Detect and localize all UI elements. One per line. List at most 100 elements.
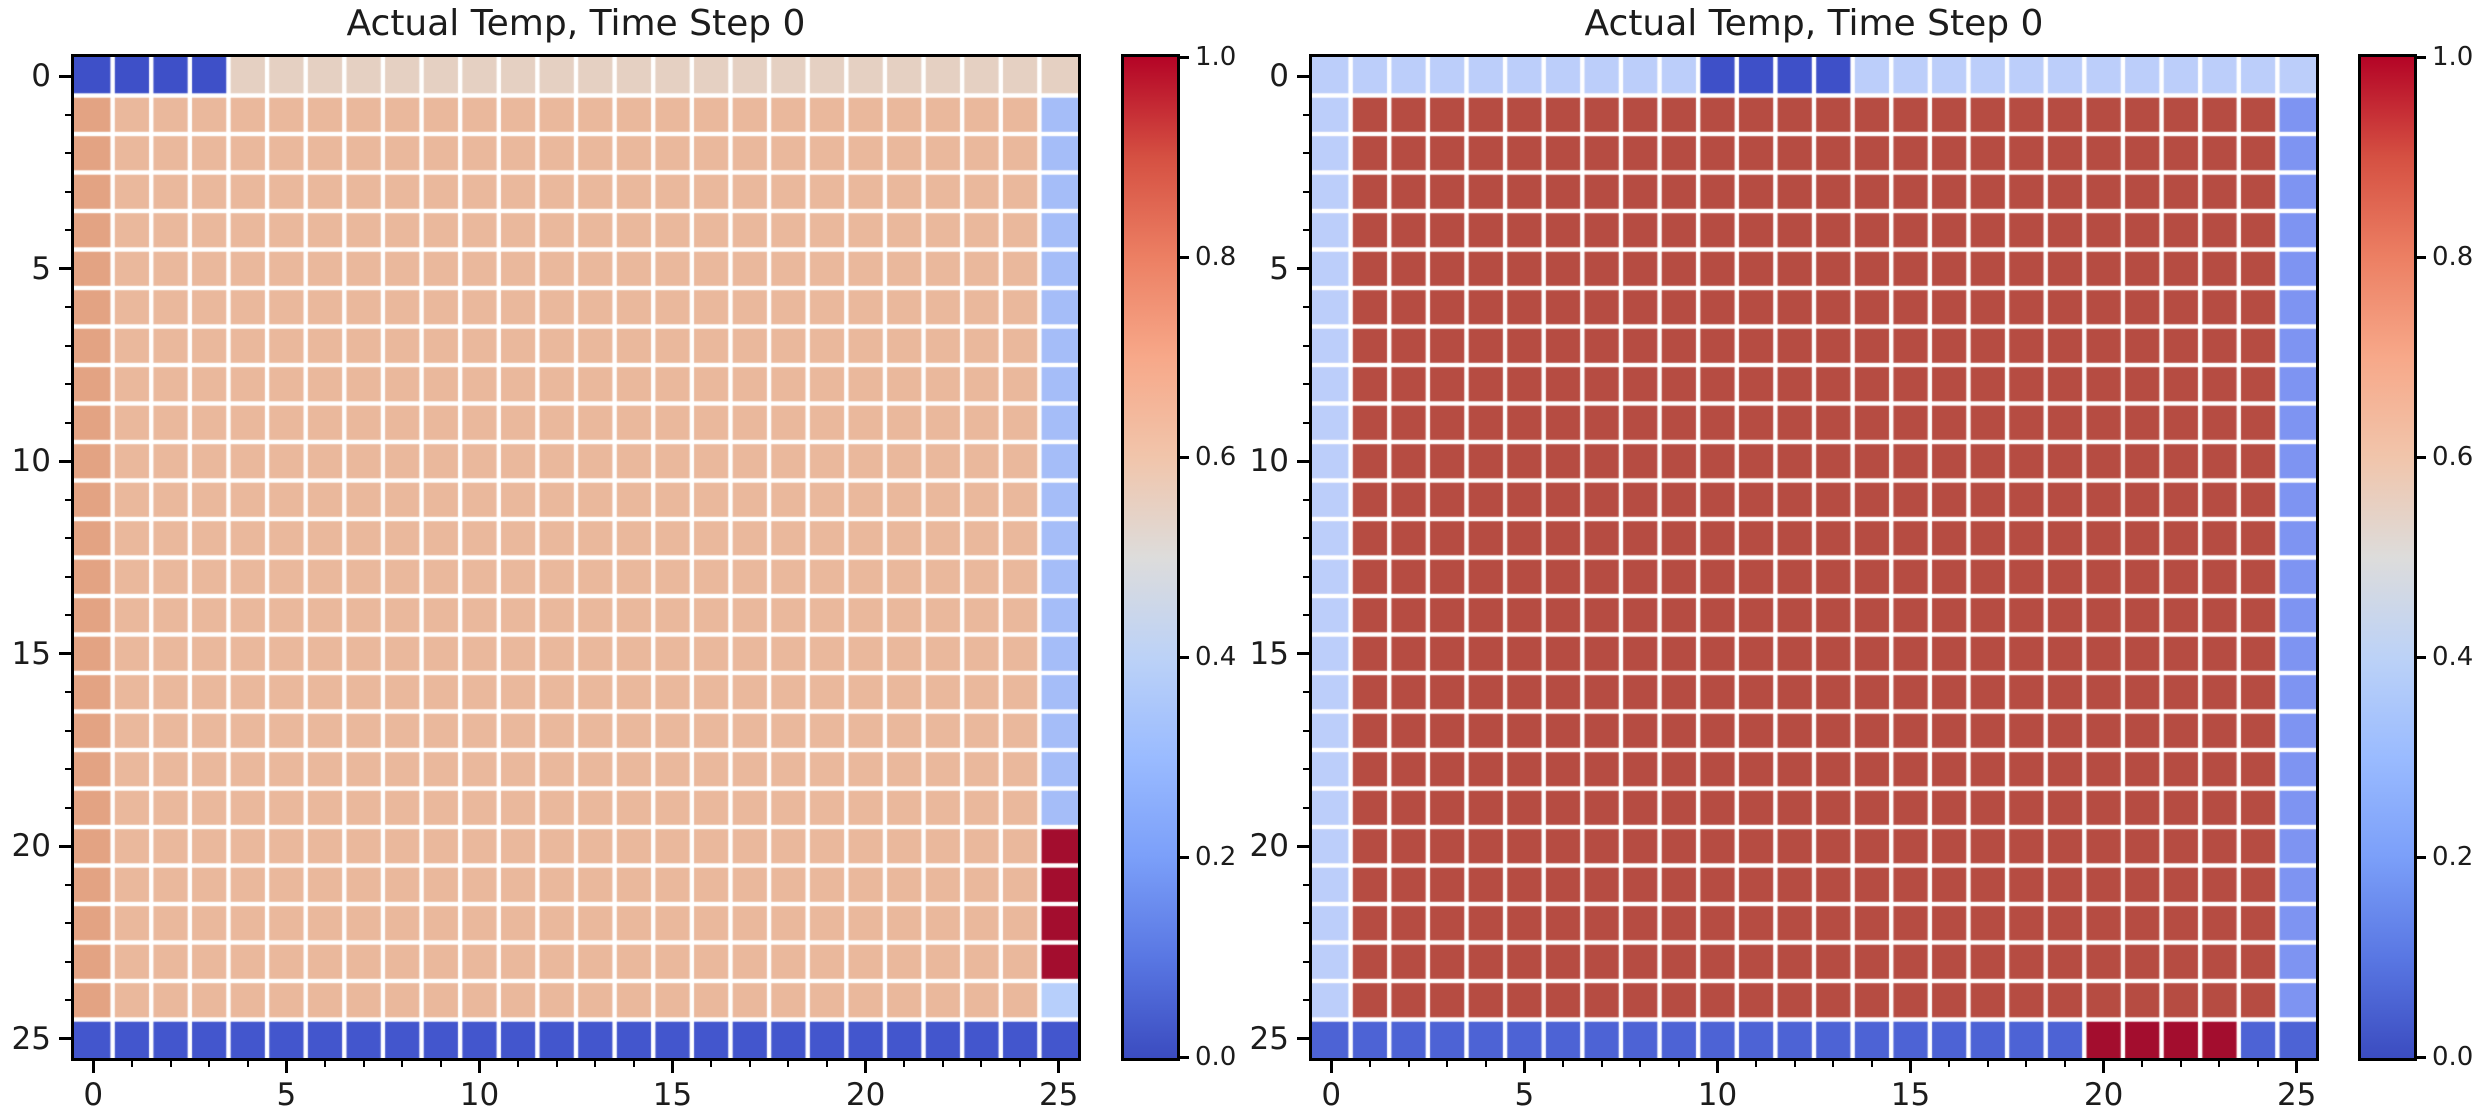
- y-tick-label: 15: [11, 635, 51, 672]
- y-tick-mark: [59, 267, 71, 271]
- y-minor-tick-mark: [65, 960, 71, 963]
- x-minor-tick-mark: [1986, 1061, 1989, 1067]
- y-minor-tick-mark: [1303, 498, 1309, 501]
- colorbar-tick-label: 0.6: [2432, 442, 2474, 472]
- y-tick-mark: [59, 459, 71, 463]
- x-minor-tick-mark: [1446, 1061, 1449, 1067]
- x-tick-label: 0: [1321, 1077, 1342, 1113]
- y-minor-tick-mark: [65, 691, 71, 694]
- y-minor-tick-mark: [1303, 999, 1309, 1002]
- y-tick-label: 0: [1269, 58, 1289, 95]
- x-tick-mark: [1909, 1061, 1913, 1073]
- y-minor-tick-mark: [65, 806, 71, 809]
- y-minor-tick-mark: [65, 190, 71, 193]
- x-tick-label: 25: [2276, 1077, 2317, 1113]
- x-minor-tick-mark: [1639, 1061, 1642, 1067]
- colorbar-tick-mark: [2414, 655, 2426, 659]
- x-minor-tick-mark: [1870, 1061, 1873, 1067]
- y-tick-label: 10: [1249, 443, 1289, 480]
- x-minor-tick-mark: [748, 1061, 751, 1067]
- x-tick-mark: [284, 1061, 288, 1073]
- plot-title-right: Actual Temp, Time Step 0: [1584, 3, 2044, 44]
- y-tick-mark: [59, 1037, 71, 1041]
- y-minor-tick-mark: [1303, 691, 1309, 694]
- y-minor-tick-mark: [1303, 383, 1309, 386]
- x-tick-mark: [671, 1061, 675, 1073]
- x-tick-label: 10: [459, 1077, 500, 1113]
- colorbar-tick-mark: [2414, 55, 2426, 59]
- y-tick-label: 10: [11, 443, 51, 480]
- x-tick-label: 25: [1038, 1077, 1079, 1113]
- y-minor-tick-mark: [1303, 883, 1309, 886]
- x-tick-mark: [1057, 1061, 1061, 1073]
- colorbar-tick-label: 1.0: [2432, 42, 2474, 72]
- x-minor-tick-mark: [1600, 1061, 1603, 1067]
- x-minor-tick-mark: [2179, 1061, 2182, 1067]
- x-tick-mark: [1522, 1061, 1526, 1073]
- heatmap-cells-right: [1312, 57, 2316, 1058]
- y-tick-label: 20: [1249, 828, 1289, 865]
- colorbar-tick-label: 0.6: [1195, 442, 1237, 472]
- colorbar-tick-mark: [2414, 455, 2426, 459]
- colorbar-tick-label: 0.0: [1195, 1042, 1237, 1072]
- x-tick-label: 20: [2083, 1077, 2124, 1113]
- y-minor-tick-mark: [65, 113, 71, 116]
- y-minor-tick-mark: [1303, 152, 1309, 155]
- x-minor-tick-mark: [1484, 1061, 1487, 1067]
- colorbar-tick-label: 0.2: [1195, 842, 1237, 872]
- y-minor-tick-mark: [65, 768, 71, 771]
- y-tick-mark: [1297, 267, 1309, 271]
- y-minor-tick-mark: [1303, 806, 1309, 809]
- colorbar-tick-mark: [1177, 655, 1189, 659]
- y-tick-mark: [59, 74, 71, 78]
- y-minor-tick-mark: [65, 383, 71, 386]
- x-minor-tick-mark: [2218, 1061, 2221, 1067]
- x-minor-tick-mark: [1755, 1061, 1758, 1067]
- x-minor-tick-mark: [2064, 1061, 2066, 1067]
- x-minor-tick-mark: [594, 1061, 597, 1067]
- x-tick-mark: [91, 1061, 95, 1073]
- x-minor-tick-mark: [1407, 1061, 1410, 1067]
- y-minor-tick-mark: [65, 537, 71, 540]
- y-minor-tick-mark: [65, 999, 71, 1002]
- colorbar-left: [1121, 54, 1180, 1061]
- y-minor-tick-mark: [65, 883, 71, 886]
- x-tick-mark: [477, 1061, 481, 1073]
- y-minor-tick-mark: [1303, 575, 1309, 578]
- heatmap-axes-left: [71, 54, 1081, 1061]
- x-minor-tick-mark: [246, 1061, 249, 1067]
- x-minor-tick-mark: [555, 1061, 558, 1067]
- y-minor-tick-mark: [1303, 614, 1309, 617]
- y-tick-label: 25: [11, 1020, 51, 1057]
- colorbar-tick-mark: [1177, 855, 1189, 859]
- y-minor-tick-mark: [65, 922, 71, 925]
- y-minor-tick-mark: [1303, 190, 1309, 193]
- y-minor-tick-mark: [1303, 421, 1309, 424]
- x-tick-mark: [2102, 1061, 2106, 1073]
- x-minor-tick-mark: [362, 1061, 365, 1067]
- y-minor-tick-mark: [65, 421, 71, 424]
- x-minor-tick-mark: [2025, 1061, 2028, 1067]
- y-minor-tick-mark: [65, 498, 71, 501]
- x-minor-tick-mark: [826, 1061, 828, 1067]
- y-minor-tick-mark: [1303, 768, 1309, 771]
- x-tick-mark: [864, 1061, 868, 1073]
- x-minor-tick-mark: [1562, 1061, 1564, 1067]
- y-tick-mark: [1297, 844, 1309, 848]
- x-minor-tick-mark: [169, 1061, 172, 1067]
- y-tick-label: 0: [31, 58, 51, 95]
- y-tick-label: 25: [1249, 1020, 1289, 1057]
- x-tick-mark: [1329, 1061, 1333, 1073]
- y-tick-mark: [1297, 74, 1309, 78]
- colorbar-tick-mark: [1177, 455, 1189, 459]
- y-minor-tick-mark: [65, 306, 71, 309]
- y-tick-mark: [59, 844, 71, 848]
- y-minor-tick-mark: [65, 614, 71, 617]
- x-tick-label: 15: [1890, 1077, 1931, 1113]
- x-minor-tick-mark: [2257, 1061, 2260, 1067]
- x-minor-tick-mark: [324, 1061, 326, 1067]
- y-minor-tick-mark: [65, 344, 71, 347]
- x-tick-mark: [1715, 1061, 1719, 1073]
- colorbar-tick-mark: [2414, 1055, 2426, 1059]
